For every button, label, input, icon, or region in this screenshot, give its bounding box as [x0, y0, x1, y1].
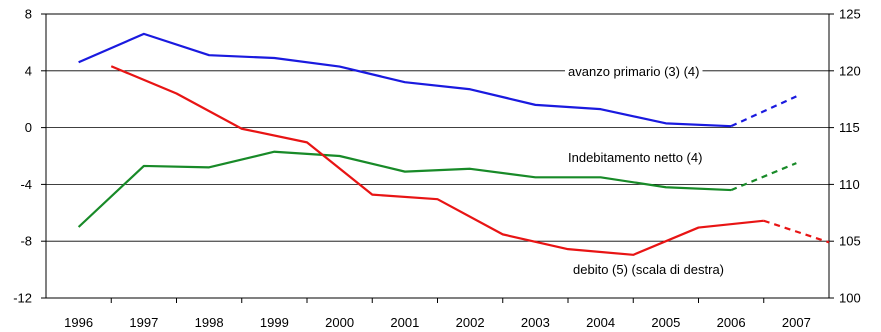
y-left-tick-label: 8 — [25, 7, 32, 22]
x-tick-label: 1998 — [195, 315, 224, 330]
y-left-tick-label: -4 — [20, 177, 32, 192]
y-left-tick-label: -12 — [13, 291, 32, 306]
plot-frame — [41, 13, 834, 303]
x-tick-label: 1996 — [64, 315, 93, 330]
y-right-tick-label: 110 — [839, 177, 860, 192]
y-left-tick-label: -8 — [20, 234, 32, 249]
x-tick-label: 2001 — [390, 315, 419, 330]
x-tick-label: 2004 — [586, 315, 615, 330]
x-tick-label: 2002 — [456, 315, 485, 330]
y-right-tick-label: 120 — [839, 63, 861, 78]
series-projection-1 — [730, 162, 797, 192]
series-lines — [77, 32, 830, 256]
x-tick-label: 2007 — [782, 315, 811, 330]
plot-border — [45, 13, 830, 299]
labels: 8 4 0 -4 -8 -12 125 120 115 110 105 100 1996 1997 1998… — [13, 7, 861, 331]
x-tick-label: 1997 — [129, 315, 158, 330]
x-tick-label: 1999 — [260, 315, 289, 330]
y-right-tick-label: 125 — [839, 7, 861, 22]
grid-lines — [46, 70, 829, 242]
annotation-bg — [565, 149, 706, 166]
series-projection-2 — [763, 219, 830, 244]
y-right-tick-label: 100 — [839, 291, 861, 306]
y-left-tick-label: 0 — [25, 120, 32, 135]
y-right-tick-label: 105 — [839, 234, 861, 249]
x-tick-label: 2000 — [325, 315, 354, 330]
series-projection-0 — [730, 95, 797, 128]
annotation-label: avanzo primario (3) (4) — [568, 64, 700, 79]
x-tick-label: 2006 — [717, 315, 746, 330]
annotation-bg — [570, 261, 728, 278]
y-left-tick-label: 4 — [25, 63, 32, 78]
annotation-bg — [565, 63, 703, 80]
series-line-0 — [78, 32, 732, 128]
x-tick-label: 2003 — [521, 315, 550, 330]
annotation-label: debito (5) (scala di destra) — [573, 262, 724, 277]
y-right-tick-label: 115 — [839, 120, 860, 135]
annotation-label: Indebitamento netto (4) — [568, 150, 702, 165]
x-tick-label: 2005 — [651, 315, 680, 330]
